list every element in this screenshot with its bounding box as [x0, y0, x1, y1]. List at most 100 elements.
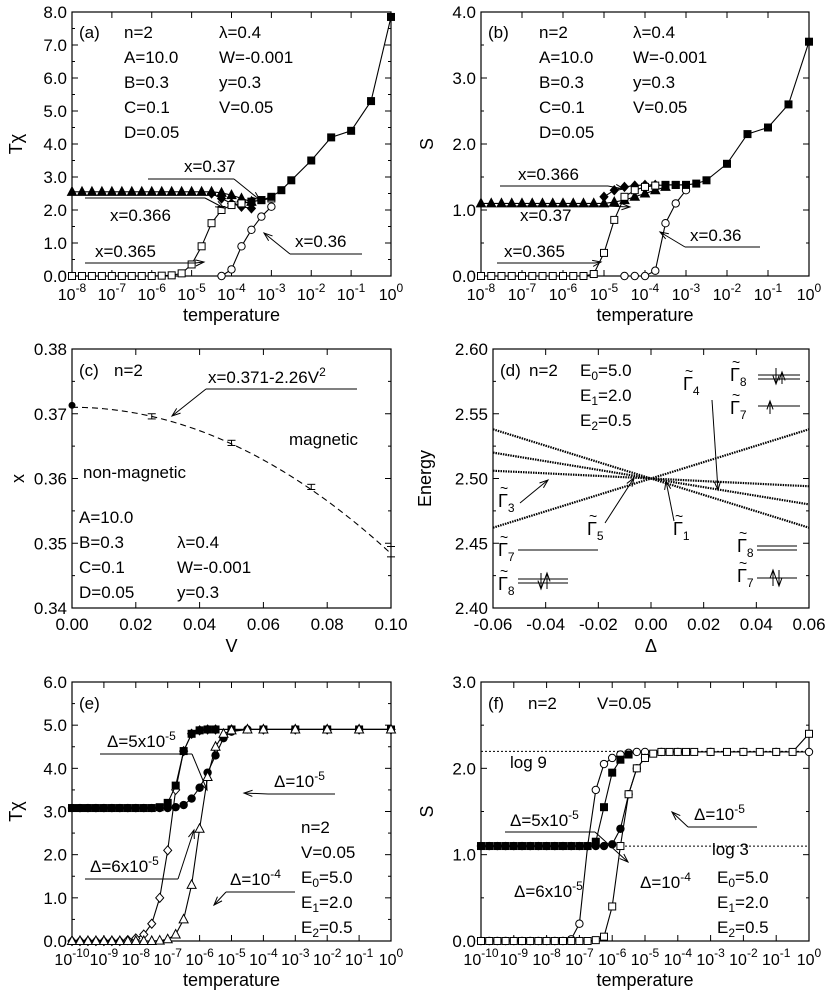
x-tick-label: 10-1 — [345, 946, 374, 969]
data-point — [242, 723, 253, 734]
data-point — [171, 802, 180, 812]
tick-base: 10 — [345, 952, 363, 969]
x-tick-label: 10-3 — [257, 281, 286, 304]
param-label: λ=0.4 — [633, 23, 675, 42]
data-point — [178, 913, 189, 924]
series-line — [481, 733, 810, 942]
data-point — [665, 747, 674, 756]
y-tick-label: 0.0 — [43, 267, 67, 286]
data-point — [651, 266, 660, 275]
x-tick-label: 100 — [797, 946, 822, 969]
arrow-head — [170, 408, 181, 417]
data-point — [755, 747, 764, 756]
gamma-letter: Γ — [730, 398, 740, 418]
tick-exponent: -9 — [107, 946, 118, 960]
y-tick-label: 2.55 — [455, 405, 488, 424]
data-point — [237, 199, 246, 208]
annotation-text: x=0.365 — [95, 242, 156, 261]
data-point — [98, 934, 110, 945]
param-part: =0.5 — [735, 918, 769, 937]
data-point — [162, 933, 174, 944]
tick-base: 10 — [249, 952, 267, 969]
tick-exponent: -6 — [616, 946, 627, 960]
annotation-part: Δ=5x10 — [510, 811, 568, 830]
x-tick-label: 100 — [379, 281, 404, 304]
x-axis-label: temperature — [596, 970, 693, 990]
y-tick-label: 0.35 — [34, 534, 67, 553]
data-point — [509, 841, 518, 851]
gamma-letter: Γ — [587, 519, 597, 539]
tick-base: 10 — [762, 952, 780, 969]
data-point — [206, 188, 217, 199]
data-point — [497, 272, 506, 280]
data-point — [207, 219, 216, 228]
data-point — [610, 215, 619, 224]
tick-base: 10 — [631, 952, 649, 969]
x-tick-label: 0.02 — [119, 615, 152, 634]
data-point — [548, 272, 557, 280]
tick-exponent: -4 — [267, 946, 278, 960]
data-point — [97, 272, 106, 280]
gamma-tilde: ~ — [500, 529, 508, 545]
param-label: E2=0.5 — [717, 918, 769, 940]
param-part: =0.5 — [319, 918, 353, 937]
data-point — [115, 803, 125, 813]
y-axis-label: S — [417, 805, 437, 817]
data-point — [155, 803, 164, 813]
tick-exponent: -2 — [331, 946, 342, 960]
tick-exponent: -7 — [171, 946, 182, 960]
param-part: =2.0 — [598, 386, 632, 405]
arrow-head — [713, 481, 721, 492]
arrow-head — [188, 828, 195, 840]
tick-base: 10 — [98, 287, 116, 304]
arrow-line — [233, 178, 261, 201]
param-part: =2.0 — [735, 893, 769, 912]
gamma-letter: Γ — [737, 536, 747, 556]
data-point — [569, 272, 578, 280]
data-point — [90, 934, 102, 945]
tick-base: 10 — [631, 287, 649, 304]
data-point — [75, 803, 85, 813]
data-point — [82, 934, 94, 945]
data-point — [86, 185, 98, 196]
gamma-sub: 8 — [747, 546, 754, 560]
data-point — [493, 841, 502, 851]
data-point — [528, 272, 537, 280]
gamma-text: Γ7 — [737, 566, 754, 590]
x-tick-label: 10-6 — [138, 281, 167, 304]
gamma-letter: Γ — [737, 566, 747, 586]
data-point — [485, 937, 494, 945]
data-point — [706, 747, 715, 756]
data-point — [559, 272, 567, 280]
param-label: E1=2.0 — [580, 386, 632, 408]
annotation-part: -5 — [165, 729, 176, 743]
param-part: =5.0 — [319, 868, 353, 887]
x-tick-label: 10-9 — [500, 946, 529, 969]
panel-tag: (a) — [79, 23, 100, 42]
data-point — [195, 783, 204, 792]
series — [66, 185, 257, 206]
y-tick-label: 6.0 — [43, 673, 67, 692]
data-point — [156, 185, 168, 196]
data-point — [550, 841, 560, 851]
x-tick-label: 10-2 — [713, 281, 742, 304]
data-point — [501, 841, 510, 851]
y-tick-label: 4.0 — [452, 3, 476, 22]
gamma-sub: 7 — [740, 408, 747, 422]
panel-tag: (c) — [79, 361, 99, 380]
tick-exponent: -2 — [747, 946, 758, 960]
param-part: =0.5 — [598, 411, 632, 430]
data-point — [122, 934, 134, 945]
data-point — [629, 190, 641, 201]
arrow-head — [670, 811, 681, 821]
x-axis-label: temperature — [183, 305, 280, 325]
x-tick-label: 10-5 — [631, 946, 660, 969]
annotation-part: -5 — [314, 769, 325, 783]
y-tick-label: 2.60 — [455, 340, 488, 359]
data-point — [211, 725, 220, 734]
tick-exponent: -2 — [731, 281, 742, 295]
data-point — [784, 100, 793, 109]
x-axis-label: temperature — [183, 970, 280, 990]
tick-exponent: 0 — [397, 946, 404, 960]
series — [477, 180, 690, 280]
